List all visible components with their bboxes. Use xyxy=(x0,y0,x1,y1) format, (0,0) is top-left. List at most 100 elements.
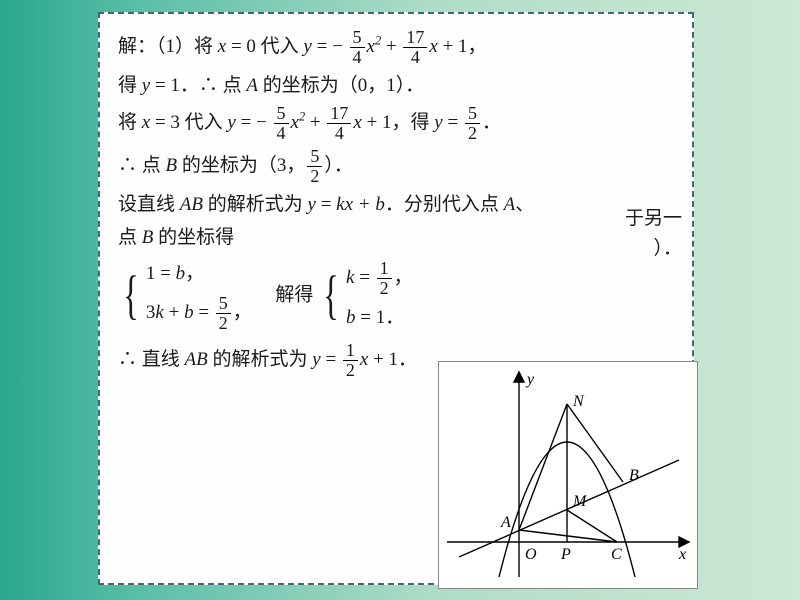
var-k: k xyxy=(155,302,163,323)
frac-5-4b: 54 xyxy=(274,104,289,143)
t: + xyxy=(381,36,401,57)
t: + xyxy=(164,302,184,323)
t: ）． xyxy=(324,155,353,176)
y-arrow-icon xyxy=(514,372,524,382)
line-5: 设直线 AB 的解析式为 y = kx + b．分别代入点 A、 xyxy=(118,190,676,219)
var-x: x xyxy=(353,112,361,133)
t: + xyxy=(305,112,325,133)
t: = xyxy=(236,112,256,133)
t: 点 xyxy=(118,227,142,248)
frac-1-2: 12 xyxy=(377,259,392,298)
t: 设直线 xyxy=(118,194,180,215)
t: 的坐标得 xyxy=(153,227,234,248)
t: = xyxy=(321,349,341,370)
t: + 1． xyxy=(368,349,417,370)
parabola-graph: y x O P C A M N B xyxy=(438,361,698,589)
var-y: y xyxy=(303,36,311,57)
t: ∴ 点 xyxy=(118,155,166,176)
system-given: { 1 = b， 3k + b = 52， xyxy=(118,259,252,333)
graph-svg: y x O P C A M N B xyxy=(439,362,699,590)
solve-label: 解得 xyxy=(275,284,313,305)
t: ． xyxy=(482,112,501,133)
t: ， xyxy=(233,302,252,323)
brace-icon: { xyxy=(323,274,339,317)
label-M: M xyxy=(572,493,588,510)
line-systems: { 1 = b， 3k + b = 52， 解得 { k = 12， b = 1… xyxy=(118,259,676,333)
t: 、 xyxy=(515,194,534,215)
segment-AN xyxy=(519,404,567,530)
var-y: y xyxy=(142,75,150,96)
line-2: 得 y = 1．∴ 点 A 的坐标为（0，1）． xyxy=(118,71,676,100)
var-kxb: kx + b xyxy=(336,194,385,215)
t: + 1， xyxy=(438,36,487,57)
line-3: 将 x = 3 代入 y = − 54x2 + 174x + 1，得 y = 5… xyxy=(118,104,676,143)
var-x: x xyxy=(429,36,437,57)
line-6: 点 B 的坐标得 xyxy=(118,223,676,252)
t: 1 = xyxy=(146,263,176,284)
system-solved: { k = 12， b = 1． xyxy=(318,259,413,333)
t: ， xyxy=(394,266,413,287)
x2: x2 xyxy=(367,36,382,57)
var-AB: AB xyxy=(185,349,208,370)
behind-2: ）． xyxy=(653,238,682,259)
var-y: y xyxy=(227,112,235,133)
t: 的坐标为（3， xyxy=(177,155,305,176)
var-y: y xyxy=(308,194,316,215)
t: + 1，得 xyxy=(362,112,434,133)
t: 解：（1）将 xyxy=(118,36,218,57)
t: 的解析式为 xyxy=(208,349,313,370)
frac-5-2: 52 xyxy=(465,104,480,143)
t: ．分别代入点 xyxy=(385,194,504,215)
label-y: y xyxy=(525,371,535,388)
frac-5-2b: 52 xyxy=(307,147,322,186)
line-1: 解：（1）将 x = 0 代入 y = − 54x2 + 174x + 1， xyxy=(118,28,676,67)
occluded-text: 于另一 ）． xyxy=(625,204,682,265)
var-y: y xyxy=(312,349,320,370)
t: 将 xyxy=(118,112,142,133)
t: 3 xyxy=(146,302,156,323)
t: − xyxy=(332,36,347,57)
var-x: x xyxy=(142,112,150,133)
t: = 1．∴ 点 xyxy=(150,75,246,96)
frac-1-2b: 12 xyxy=(343,341,358,380)
t: 的坐标为（0，1）． xyxy=(258,75,424,96)
t: = 0 代入 xyxy=(226,36,303,57)
label-C: C xyxy=(611,546,622,563)
var-B: B xyxy=(166,155,178,176)
t: ∴ 直线 xyxy=(118,349,185,370)
var-A: A xyxy=(504,194,516,215)
brace-icon: { xyxy=(123,274,139,317)
frac-17-4b: 174 xyxy=(327,104,351,143)
var-y: y xyxy=(434,112,442,133)
var-b: b xyxy=(176,263,186,284)
label-P: P xyxy=(560,546,571,563)
line-4: ∴ 点 B 的坐标为（3，52）． xyxy=(118,147,676,186)
segment-NB xyxy=(567,404,623,482)
t: = xyxy=(312,36,332,57)
t: = xyxy=(194,302,214,323)
solution-panel: 于另一 ）． 解：（1）将 x = 0 代入 y = − 54x2 + 174x… xyxy=(98,12,694,585)
var-A: A xyxy=(246,75,258,96)
var-B: B xyxy=(142,227,154,248)
frac-5-2c: 52 xyxy=(216,294,231,333)
t: = 1． xyxy=(356,307,405,328)
var-AB: AB xyxy=(180,194,203,215)
t: ， xyxy=(185,263,204,284)
t: = xyxy=(316,194,336,215)
t: = xyxy=(443,112,463,133)
t: 的解析式为 xyxy=(203,194,308,215)
label-B: B xyxy=(629,467,639,484)
var-b: b xyxy=(184,302,194,323)
t: 得 xyxy=(118,75,142,96)
frac-5-4: 54 xyxy=(350,28,365,67)
t: = xyxy=(354,266,374,287)
label-N: N xyxy=(572,393,585,410)
label-x: x xyxy=(678,546,686,563)
t: − xyxy=(256,112,271,133)
label-A: A xyxy=(500,514,511,531)
x2b: x2 xyxy=(291,112,306,133)
behind-1: 于另一 xyxy=(625,208,682,229)
var-x: x xyxy=(218,36,226,57)
t: = 3 代入 xyxy=(150,112,227,133)
label-O: O xyxy=(525,546,537,563)
